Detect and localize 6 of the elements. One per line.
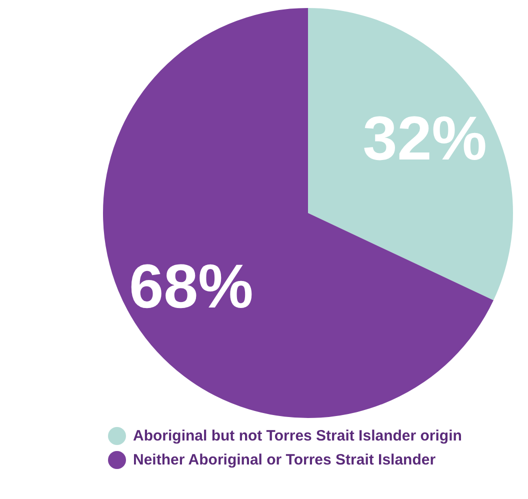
legend-label: Neither Aboriginal or Torres Strait Islander	[133, 452, 436, 468]
data-label: 68%	[129, 252, 254, 322]
pie-slice	[308, 8, 513, 300]
legend-label: Aboriginal but not Torres Strait Islander origin	[133, 428, 462, 444]
data-label: 32%	[362, 104, 487, 174]
pie-slice	[103, 8, 494, 418]
